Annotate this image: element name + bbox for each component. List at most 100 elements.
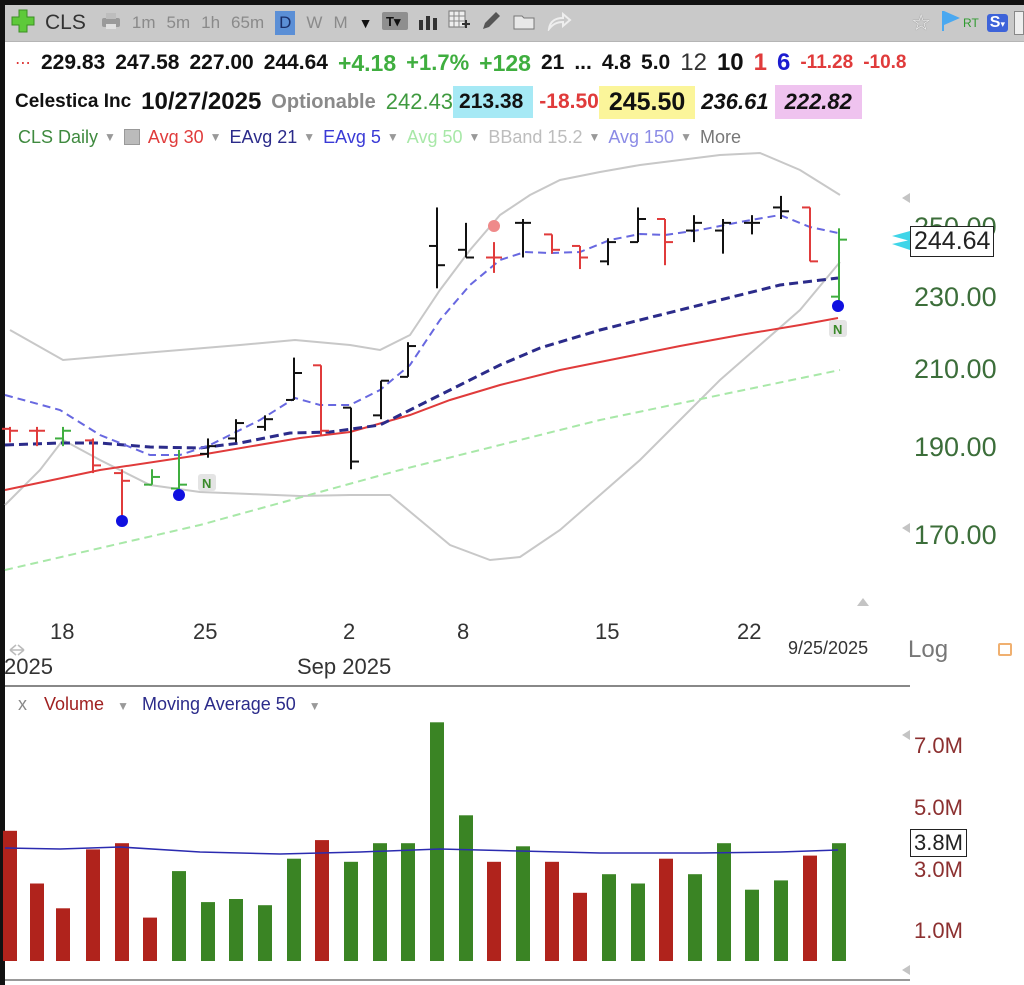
date-tick-22: 22 — [737, 619, 762, 644]
volume-dropdown-icon[interactable]: ▼ — [117, 699, 129, 713]
scroll-left-right-icon — [9, 644, 25, 656]
chart-name-label[interactable]: CLS Daily — [18, 126, 99, 147]
quote-price-1: 242.43 — [385, 89, 454, 114]
text-tool-icon[interactable]: T▾ — [382, 11, 409, 36]
low-price: 227.00 — [189, 51, 254, 74]
last-price-arrow — [892, 231, 910, 250]
folder-icon[interactable] — [512, 11, 536, 36]
legend-eavg5[interactable]: EAvg 5 — [323, 126, 381, 147]
realtime-label[interactable]: RT — [963, 16, 979, 30]
legend-eavg21[interactable]: EAvg 21 — [229, 126, 298, 147]
date-tick-18: 18 — [50, 619, 75, 644]
timeframe-dropdown-icon[interactable]: ▼ — [358, 15, 373, 31]
symbol-label[interactable]: CLS — [45, 11, 86, 34]
date-tick-15: 15 — [595, 619, 620, 644]
scroll-up-arrow — [902, 193, 910, 203]
eavg5-line — [4, 213, 839, 456]
volume-bar — [602, 874, 616, 961]
quote-price-4: 245.50 — [598, 85, 696, 119]
open-price: 229.83 — [41, 51, 106, 74]
date-tick-2: 2 — [343, 619, 356, 644]
eavg5-dropdown-icon[interactable]: ▼ — [386, 130, 399, 144]
volume-ma50-line — [4, 846, 839, 855]
timeframe-1h[interactable]: 1h — [201, 13, 221, 32]
price-change-pct: +1.7% — [406, 50, 470, 75]
timeframe-65m[interactable]: 65m — [231, 13, 265, 32]
add-symbol-icon[interactable] — [11, 9, 35, 38]
volume-bar — [573, 892, 587, 961]
low-marker-dot — [832, 300, 844, 312]
quote-panel: ⋯ 229.83 247.58 227.00 244.64 +4.18 +1.7… — [5, 42, 1024, 120]
timeframe-m[interactable]: M — [333, 13, 348, 32]
chart-collapse-arrow — [857, 598, 869, 606]
volume-bar — [745, 889, 759, 961]
timeframe-d[interactable]: D — [275, 11, 296, 35]
bar-chart-icon[interactable] — [418, 12, 438, 35]
vol-scroll-up-arrow — [902, 730, 910, 740]
avg30-dropdown-icon[interactable]: ▼ — [209, 130, 222, 144]
volume-tick-7m: 7.0M — [914, 733, 963, 758]
volume-bar — [401, 843, 415, 961]
quote-value-3: ... — [574, 51, 592, 74]
volume-bar — [287, 858, 301, 961]
share-icon[interactable] — [546, 11, 573, 36]
avg50-dropdown-icon[interactable]: ▼ — [468, 130, 481, 144]
avg150-dropdown-icon[interactable]: ▼ — [680, 130, 692, 144]
pencil-icon[interactable] — [480, 10, 502, 37]
close-volume-panel-button[interactable]: x — [18, 694, 27, 714]
timeframe-5m[interactable]: 5m — [166, 13, 191, 32]
svg-text:N: N — [202, 476, 211, 491]
chart-name-dropdown-icon[interactable]: ▼ — [104, 130, 116, 144]
s-menu-button[interactable]: S▾ — [986, 14, 1008, 32]
quote-value-1: +128 — [479, 49, 531, 76]
quote-price-2: 213.38 — [453, 86, 534, 118]
news-badge: N — [198, 474, 216, 491]
lock-icon[interactable] — [998, 643, 1012, 656]
legend-avg50[interactable]: Avg 50 — [406, 126, 463, 147]
quote-value-6: 12 — [680, 49, 707, 76]
price-change: +4.18 — [337, 49, 397, 76]
volume-bar — [717, 843, 731, 961]
eavg21-dropdown-icon[interactable]: ▼ — [303, 130, 316, 144]
legend-avg150[interactable]: Avg 150 — [608, 126, 675, 147]
quote-value-10: -11.28 — [800, 52, 854, 73]
bband-dropdown-icon[interactable]: ▼ — [588, 130, 601, 144]
avg50-line — [4, 369, 841, 571]
date-tick-25: 25 — [193, 619, 218, 644]
volume-bar — [430, 722, 444, 961]
add-indicator-icon[interactable] — [448, 10, 471, 37]
legend-avg30[interactable]: Avg 30 — [147, 126, 204, 147]
bband-upper — [9, 151, 841, 362]
cursor-date-label: 9/25/2025 — [788, 638, 869, 658]
price-tick-230: 230.00 — [914, 282, 997, 312]
svg-text:N: N — [833, 322, 842, 337]
timeframe-1m[interactable]: 1m — [131, 13, 156, 32]
volume-bar — [3, 830, 17, 961]
volume-bar — [201, 902, 215, 961]
volume-legend: x Volume ▼ Moving Average 50 ▼ — [18, 694, 321, 715]
volume-tick-1m: 1.0M — [914, 918, 963, 943]
star-icon[interactable]: ☆ — [911, 10, 932, 35]
log-scale-toggle[interactable]: Log — [908, 636, 949, 663]
low-marker-dot — [116, 515, 128, 527]
quote-price-3: -18.50 — [539, 90, 599, 113]
date-tick-8: 8 — [457, 619, 470, 644]
ma50-dropdown-icon[interactable]: ▼ — [308, 699, 321, 713]
more-indicators-link[interactable]: More — [699, 126, 741, 147]
quote-menu-dots[interactable]: ⋯ — [15, 55, 31, 72]
legend-bband[interactable]: BBand 15.2 — [488, 126, 583, 147]
volume-label[interactable]: Volume — [44, 694, 105, 714]
svg-text:T▾: T▾ — [386, 14, 401, 29]
print-icon[interactable] — [100, 11, 122, 36]
grid-icon[interactable] — [123, 129, 140, 145]
volume-bar — [172, 871, 186, 961]
ma50-label[interactable]: Moving Average 50 — [141, 694, 296, 714]
s-label: S — [989, 14, 1001, 31]
volume-bar — [30, 883, 44, 961]
quote-value-8: 1 — [753, 49, 767, 76]
flag-icon[interactable] — [941, 10, 961, 37]
high-marker-dot — [488, 220, 500, 232]
timeframe-w[interactable]: W — [306, 13, 323, 32]
volume-bar — [803, 855, 817, 961]
